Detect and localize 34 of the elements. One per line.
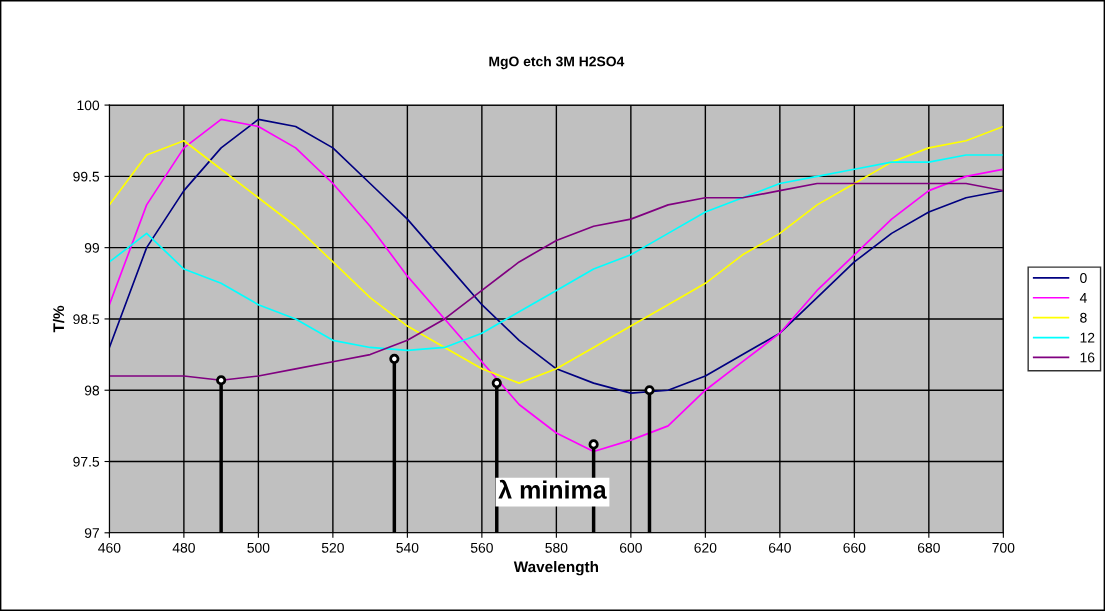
x-tick-label: 680 [917, 542, 940, 553]
y-tick-label: 98 [84, 385, 100, 396]
x-tick-label: 540 [396, 542, 419, 553]
x-tick-label: 480 [172, 542, 195, 553]
y-tick-label: 97 [84, 528, 99, 538]
point [389, 353, 400, 364]
x-axis-title: Wavelength [513, 561, 599, 576]
x-tick-label: 600 [619, 542, 642, 553]
x-tick-label: 460 [98, 542, 121, 553]
annotation: λ minima [498, 479, 607, 499]
y-tick-label: 99.5 [73, 171, 100, 182]
x-tick-label: 500 [247, 542, 270, 553]
x-tick-label: 700 [992, 542, 1015, 553]
point [644, 385, 655, 396]
legend-label: 4 [1079, 293, 1087, 303]
legend-label: 0 [1080, 273, 1087, 283]
legend-label: 12 [1080, 332, 1095, 343]
chart-title: MgO etch 3M H2SO4 [489, 56, 625, 70]
x-tick-label: 520 [321, 542, 344, 553]
y-tick-label: 98.5 [73, 314, 100, 325]
point [216, 375, 227, 386]
y-tick-label: 97.5 [73, 456, 100, 467]
point [491, 378, 502, 389]
legend-label: 8 [1080, 312, 1087, 323]
x-tick-label: 560 [470, 542, 493, 553]
y-tick-label: 100 [77, 100, 100, 111]
y-tick-label: 99 [84, 242, 100, 253]
legend-label: 16 [1080, 352, 1095, 363]
x-tick-label: 660 [843, 542, 866, 553]
x-tick-label: 620 [694, 542, 717, 553]
x-tick-label: 580 [545, 542, 568, 553]
y-axis-title: T/% [52, 305, 65, 333]
point [588, 439, 599, 450]
x-tick-label: 640 [768, 542, 791, 553]
